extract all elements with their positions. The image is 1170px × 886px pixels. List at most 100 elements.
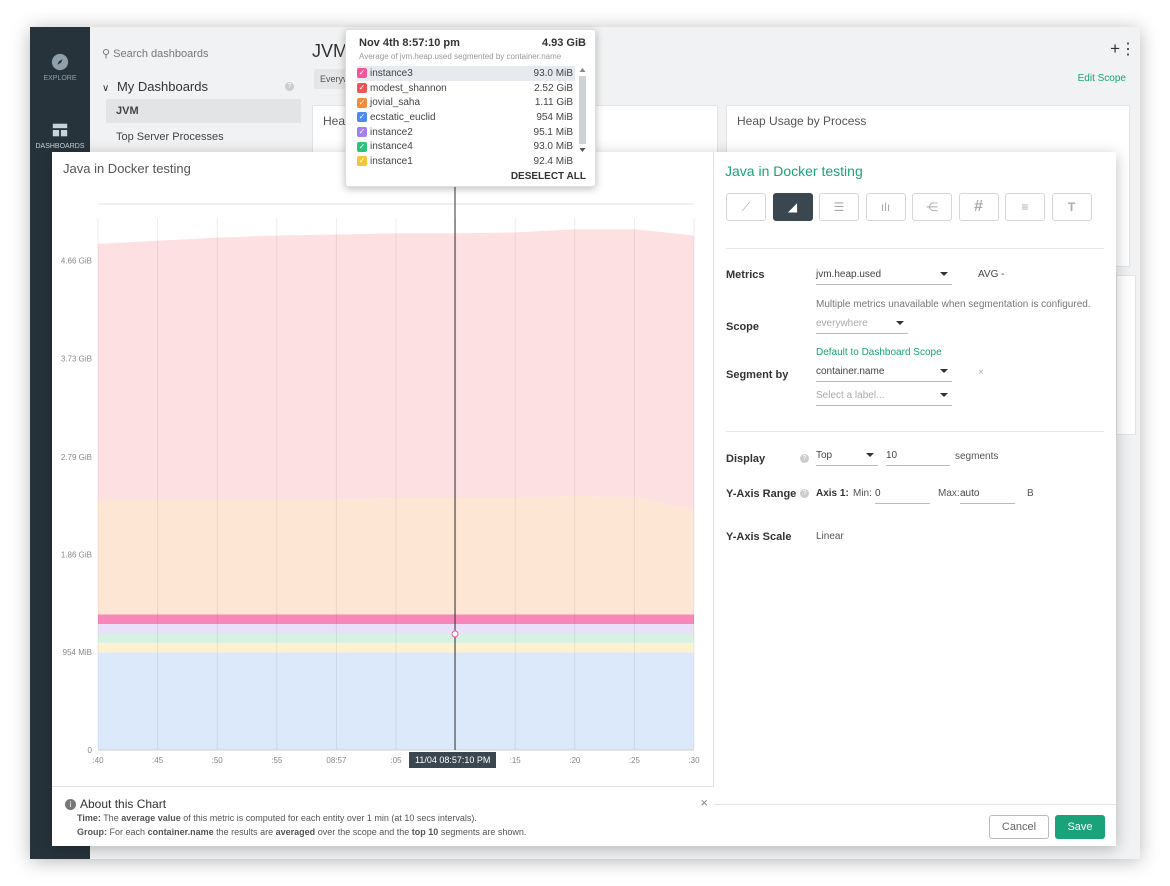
- help-icon: ?: [800, 489, 809, 498]
- area-series-instance4: [98, 633, 694, 643]
- min-label: Min:: [853, 488, 872, 499]
- x-tick-label: :20: [569, 756, 581, 765]
- caret-down-icon: [896, 321, 904, 325]
- table-icon: ≡: [1021, 200, 1029, 214]
- tooltip-series-row[interactable]: ✓ jovial_saha 1.11 GiB: [357, 95, 575, 110]
- background-panel-edge: [1116, 275, 1136, 435]
- y-tick-label: 0: [88, 746, 93, 755]
- label-select-placeholder: Select a label...: [816, 390, 885, 401]
- tooltip-series-list: ✓ instance3 93.0 MiB ✓ modest_shannon 2.52 Gi…: [357, 66, 575, 169]
- area-chart-icon: ◢: [787, 200, 798, 214]
- about-time-line: Time: The average value of this metric i…: [77, 813, 477, 823]
- aggregation-value: AVG: [978, 269, 999, 280]
- help-icon: ?: [285, 82, 294, 91]
- nav-explore[interactable]: EXPLORE: [30, 53, 90, 82]
- tooltip-scrollbar[interactable]: [578, 66, 587, 154]
- about-group-text-4: segments are shown.: [440, 827, 527, 837]
- y-tick-label: 4.66 GiB: [61, 257, 92, 266]
- line-chart-type-button[interactable]: ⟋: [726, 193, 766, 221]
- scope-select[interactable]: everywhere: [816, 318, 908, 334]
- cancel-button[interactable]: Cancel: [989, 815, 1049, 839]
- tooltip-series-value: 93.0 MiB: [533, 67, 573, 79]
- display-mode-select[interactable]: Top: [816, 450, 878, 466]
- segment-select-value: container.name: [816, 366, 885, 377]
- about-time-text-1: The: [103, 813, 119, 823]
- y-min-input[interactable]: 0: [875, 488, 930, 504]
- deselect-all-button[interactable]: DESELECT ALL: [510, 171, 586, 182]
- about-group-text-1: For each: [109, 827, 146, 837]
- sidebar-item-top-server-processes[interactable]: Top Server Processes: [116, 131, 224, 143]
- y-axis-scale-value[interactable]: Linear: [816, 531, 844, 542]
- tooltip-series-name: instance1: [370, 155, 413, 167]
- about-time-text-2: of this metric is computed for each enti…: [183, 813, 477, 823]
- y-max-input[interactable]: auto: [960, 488, 1015, 504]
- histogram-icon: ılı: [880, 200, 891, 214]
- tooltip-series-row[interactable]: ✓ instance1 92.4 MiB: [357, 154, 575, 169]
- tooltip-series-row[interactable]: ✓ modest_shannon 2.52 GiB: [357, 81, 575, 96]
- x-tick-label: :05: [390, 756, 402, 765]
- tooltip-series-row[interactable]: ✓ instance2 95.1 MiB: [357, 125, 575, 140]
- number-type-button[interactable]: #: [958, 193, 999, 221]
- tooltip-series-row[interactable]: ✓ instance3 93.0 MiB: [357, 66, 575, 81]
- checkbox-icon[interactable]: ✓: [357, 141, 367, 152]
- label-select[interactable]: Select a label...: [816, 390, 952, 406]
- area-series-ecstatic_euclid: [98, 652, 694, 750]
- tooltip-series-value: 93.0 MiB: [533, 141, 573, 153]
- sidebar-item-jvm[interactable]: JVM: [106, 99, 301, 123]
- area-chart-type-button[interactable]: ◢: [772, 193, 813, 221]
- aggregation-select[interactable]: AVG -: [978, 269, 1005, 280]
- default-scope-link[interactable]: Default to Dashboard Scope: [816, 347, 942, 358]
- checkbox-icon[interactable]: ✓: [357, 83, 367, 94]
- histogram-type-button[interactable]: ılı: [865, 193, 906, 221]
- about-chart-title: About this Chart: [80, 797, 167, 811]
- checkbox-icon[interactable]: ✓: [357, 68, 367, 79]
- info-icon: i: [65, 798, 76, 810]
- dashboard-search-placeholder: Search dashboards: [113, 48, 209, 60]
- help-icon: ?: [800, 454, 809, 463]
- x-tick-label: :25: [629, 756, 641, 765]
- nav-dashboards[interactable]: DASHBOARDS: [30, 121, 90, 150]
- topology-type-button[interactable]: ⋲: [912, 193, 952, 221]
- text-type-button[interactable]: T: [1051, 193, 1092, 221]
- metric-select[interactable]: jvm.heap.used: [816, 269, 952, 285]
- display-label: Display: [726, 453, 766, 465]
- tooltip-series-value: 1.11 GiB: [534, 97, 573, 109]
- tooltip-series-value: 954 MiB: [536, 111, 573, 123]
- tooltip-series-row[interactable]: ✓ instance4 93.0 MiB: [357, 139, 575, 154]
- about-group-text-3: over the scope and the: [317, 827, 410, 837]
- display-count-value: 10: [886, 450, 898, 461]
- area-chart[interactable]: 0 954 MiB 1.86 GiB 2.79 GiB 3.73 GiB 4.66 GiB…: [52, 152, 714, 786]
- compass-icon: [51, 53, 69, 71]
- dashboard-search[interactable]: ⚲ Search dashboards: [102, 47, 209, 60]
- chart-title: Java in Docker testing: [63, 161, 191, 176]
- y-tick-label: 2.79 GiB: [61, 453, 92, 462]
- tooltip-total: 4.93 GiB: [541, 37, 586, 49]
- checkbox-icon[interactable]: ✓: [357, 127, 367, 138]
- tooltip-series-name: jovial_saha: [370, 97, 421, 109]
- edit-scope-link[interactable]: Edit Scope: [1077, 73, 1126, 84]
- chart-tooltip: Nov 4th 8:57:10 pm 4.93 GiB Average of j…: [345, 29, 596, 187]
- scope-label: Scope: [726, 321, 760, 333]
- checkbox-icon[interactable]: ✓: [357, 112, 367, 123]
- checkbox-icon[interactable]: ✓: [357, 97, 367, 108]
- tooltip-series-row[interactable]: ✓ ecstatic_euclid 954 MiB: [357, 110, 575, 125]
- save-button[interactable]: Save: [1055, 815, 1105, 839]
- caret-down-icon: [940, 393, 948, 397]
- y-min-value: 0: [875, 488, 881, 499]
- segment-select[interactable]: container.name: [816, 366, 952, 382]
- y-axis-scale-label: Y-Axis Scale: [726, 531, 792, 543]
- my-dashboards-header[interactable]: ∨ My Dashboards ?: [102, 79, 302, 94]
- checkbox-icon[interactable]: ✓: [357, 156, 367, 167]
- more-menu-icon[interactable]: ⋮: [1120, 41, 1136, 58]
- close-about-button[interactable]: ×: [700, 795, 708, 810]
- about-group-text-2: the results are: [216, 827, 274, 837]
- display-count-input[interactable]: 10: [886, 450, 950, 466]
- table-type-button[interactable]: ≡: [1005, 193, 1045, 221]
- unit-label: B: [1027, 488, 1034, 499]
- aggregation-caret: -: [1001, 269, 1005, 280]
- top-list-type-button[interactable]: ☰: [819, 193, 859, 221]
- x-tick-label: :50: [212, 756, 224, 765]
- add-widget-button[interactable]: +: [1110, 39, 1120, 58]
- segment-clear-button[interactable]: ×: [978, 367, 984, 378]
- metric-select-value: jvm.heap.used: [816, 269, 882, 280]
